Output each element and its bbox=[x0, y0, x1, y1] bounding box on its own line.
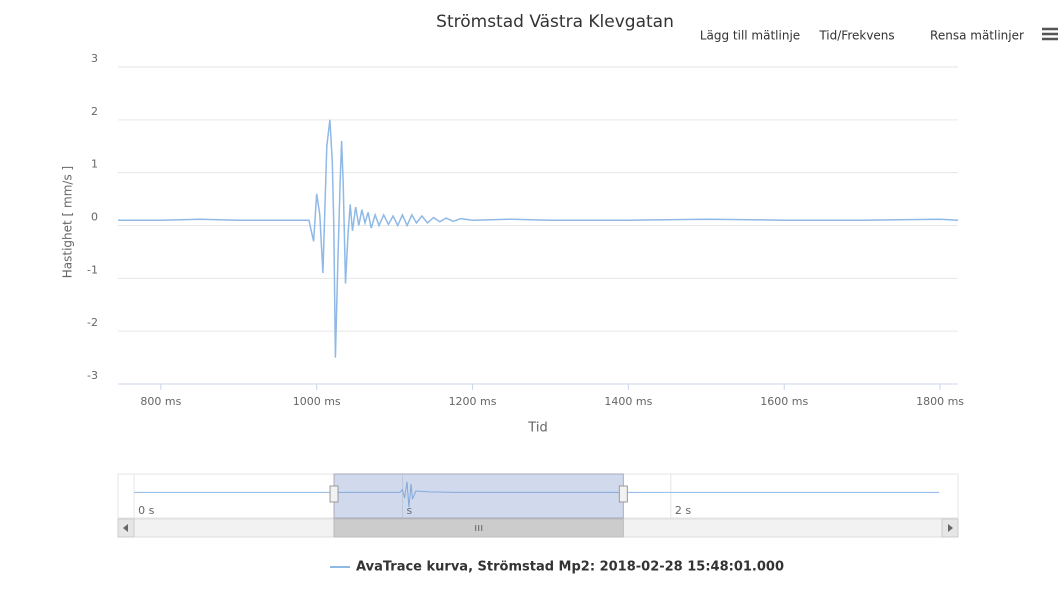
y-tick-label: 3 bbox=[91, 52, 98, 65]
chart-title: Strömstad Västra Klevgatan bbox=[436, 12, 674, 32]
x-tick-label: 1000 ms bbox=[293, 395, 341, 408]
y-axis-label: Hastighet [ mm/s ] bbox=[61, 166, 75, 278]
navigator-tick-label: 0 s bbox=[138, 504, 154, 517]
y-tick-label: -1 bbox=[87, 263, 98, 276]
arrow bbox=[123, 524, 128, 532]
navigator-line bbox=[134, 481, 940, 508]
data-line bbox=[118, 119, 959, 358]
y-tick-label: -3 bbox=[87, 369, 98, 382]
x-tick-label: 800 ms bbox=[140, 395, 181, 408]
y-tick-label: -2 bbox=[87, 316, 98, 329]
legend-label[interactable]: AvaTrace kurva, Strömstad Mp2: 2018-02-2… bbox=[356, 560, 784, 575]
menu-icon[interactable] bbox=[1042, 27, 1058, 41]
button[interactable]: Tid/Frekvens bbox=[818, 29, 894, 43]
button[interactable]: Rensa mätlinjer bbox=[930, 29, 1024, 43]
x-axis-label: Tid bbox=[527, 421, 547, 436]
x-tick-label: 1600 ms bbox=[760, 395, 808, 408]
navigator-handle[interactable] bbox=[618, 485, 628, 503]
button[interactable]: Lägg till mätlinje bbox=[700, 29, 800, 43]
y-tick-label: 0 bbox=[91, 211, 98, 224]
x-tick-label: 1400 ms bbox=[604, 395, 652, 408]
navigator-selection bbox=[333, 473, 624, 519]
y-tick-label: 2 bbox=[91, 105, 98, 118]
x-tick-label: 1800 ms bbox=[916, 395, 964, 408]
navigator-handle[interactable] bbox=[329, 485, 339, 503]
navigator-tick-label: s bbox=[406, 504, 412, 517]
navigator-tick-label: 2 s bbox=[675, 504, 691, 517]
x-tick-label: 1200 ms bbox=[449, 395, 497, 408]
arrow bbox=[948, 524, 953, 532]
y-tick-label: 1 bbox=[91, 158, 98, 171]
